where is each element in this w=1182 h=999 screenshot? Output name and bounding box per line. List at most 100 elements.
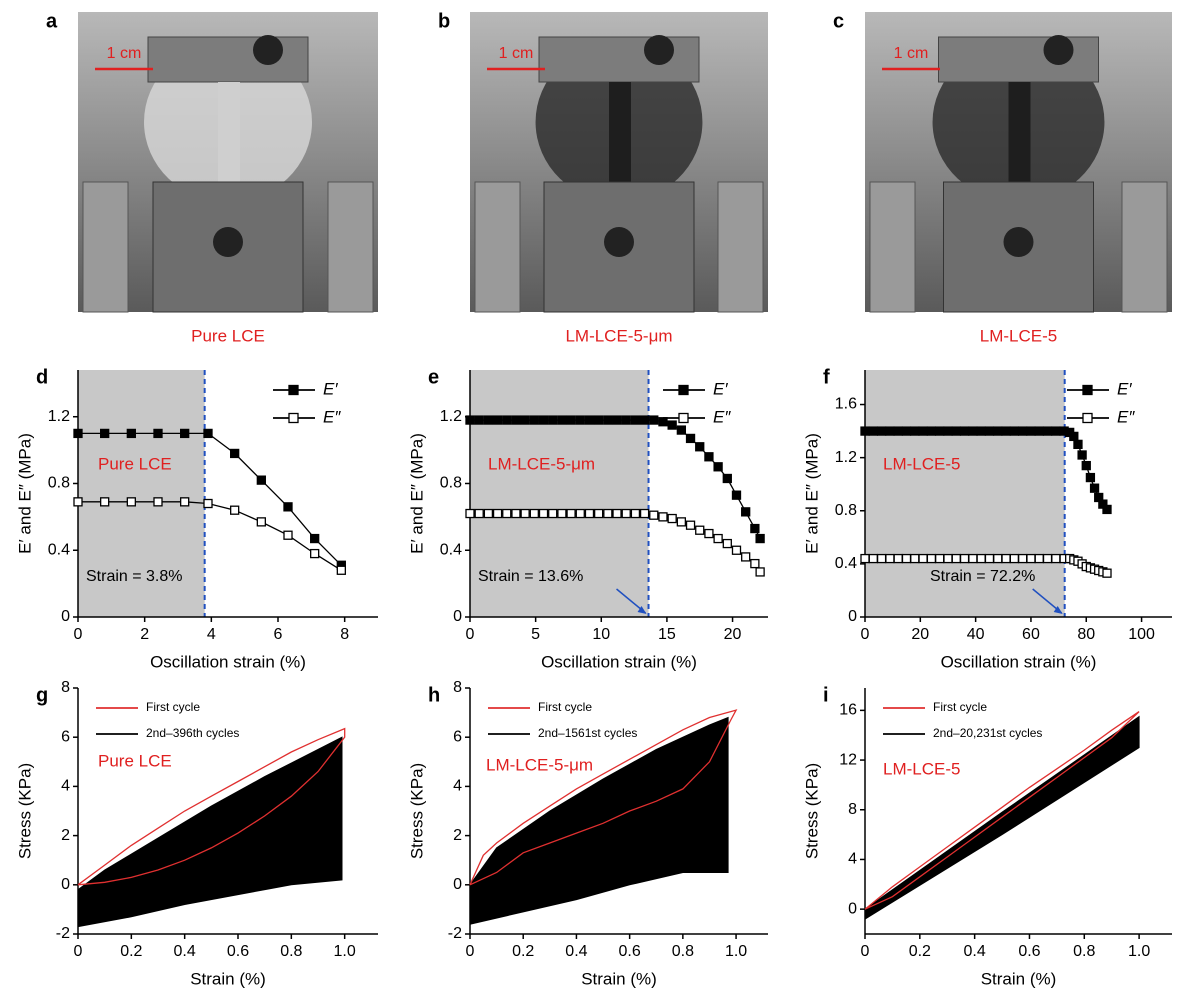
marker <box>993 426 1003 436</box>
marker <box>918 426 928 436</box>
legend-label: First cycle <box>146 700 200 714</box>
marker <box>713 533 723 544</box>
photo-detail <box>1008 82 1031 202</box>
arrow-head <box>1053 606 1063 614</box>
marker <box>658 512 668 522</box>
marker <box>100 497 110 507</box>
marker <box>722 473 732 484</box>
marker <box>465 415 475 425</box>
series-line <box>77 727 346 886</box>
marker <box>126 428 136 439</box>
photo-caption: LM-LCE-5 <box>980 326 1057 345</box>
legend-label: 2nd–1561st cycles <box>538 726 637 740</box>
marker <box>704 452 714 462</box>
photo-detail <box>1121 181 1168 313</box>
marker <box>73 428 83 439</box>
x-tick-label: 15 <box>658 626 676 643</box>
marker <box>1009 426 1020 436</box>
marker <box>676 517 687 527</box>
legend-label: 2nd–396th cycles <box>146 726 239 740</box>
marker <box>1034 426 1044 436</box>
y-tick-label: -2 <box>448 925 462 942</box>
marker <box>984 426 995 436</box>
x-tick-label: 2 <box>140 626 149 643</box>
legend-marker <box>288 384 299 396</box>
marker <box>126 497 136 507</box>
marker <box>256 517 266 527</box>
marker <box>511 415 521 425</box>
marker <box>603 508 613 519</box>
y-tick-label: 0.8 <box>835 502 857 519</box>
marker <box>741 507 751 517</box>
photo-detail <box>327 181 374 313</box>
photo-detail <box>218 82 240 202</box>
x-tick-label: 0.8 <box>280 943 302 960</box>
marker <box>502 508 512 519</box>
x-axis-label: Oscillation strain (%) <box>150 652 306 671</box>
marker <box>667 420 677 430</box>
x-tick-label: 4 <box>207 626 216 643</box>
scale-bar-label: 1 cm <box>499 45 534 62</box>
marker <box>976 553 986 564</box>
x-axis-label: Strain (%) <box>581 969 657 988</box>
x-tick-label: 10 <box>592 626 610 643</box>
x-tick-label: 0.2 <box>512 943 534 960</box>
marker <box>153 428 163 439</box>
photo-detail <box>869 181 916 313</box>
marker <box>256 475 266 485</box>
shaded-region <box>865 370 1065 617</box>
x-tick-label: 0 <box>466 626 475 643</box>
arrow-head <box>637 606 647 614</box>
marker <box>557 508 567 519</box>
y-tick-label: -2 <box>56 925 70 942</box>
marker <box>621 508 631 519</box>
y-axis-label: Stress (KPa) <box>15 763 34 859</box>
y-tick-label: 8 <box>61 679 70 696</box>
marker <box>968 553 978 564</box>
scale-bar-label: 1 cm <box>894 45 929 62</box>
marker <box>557 415 567 425</box>
legend-label: First cycle <box>933 700 987 714</box>
marker <box>893 553 903 564</box>
photo-detail <box>538 36 700 83</box>
marker <box>511 508 521 519</box>
cycle-area <box>77 736 343 928</box>
marker <box>180 497 190 507</box>
y-tick-label: 4 <box>848 851 857 868</box>
series-line <box>469 709 738 886</box>
y-tick-label: 4 <box>61 778 70 795</box>
marker <box>483 415 494 425</box>
marker <box>1102 568 1112 578</box>
marker <box>474 415 484 425</box>
x-tick-label: 0.2 <box>120 943 142 960</box>
y-tick-label: 0 <box>453 608 462 625</box>
x-tick-label: 0.6 <box>227 943 249 960</box>
panel-label: b <box>438 10 450 32</box>
marker <box>750 523 760 534</box>
strain-label: Strain = 72.2% <box>930 568 1035 585</box>
marker <box>621 415 631 425</box>
y-tick-label: 0 <box>453 876 462 893</box>
marker <box>876 553 887 564</box>
x-tick-label: 0.4 <box>565 943 587 960</box>
x-axis-label: Oscillation strain (%) <box>541 652 697 671</box>
marker <box>951 426 961 436</box>
photo-caption: LM-LCE-5-μm <box>565 326 672 345</box>
marker <box>502 415 512 425</box>
marker <box>1026 553 1036 564</box>
y-tick-label: 0 <box>61 608 70 625</box>
marker <box>203 428 213 439</box>
legend-label: E″ <box>1117 407 1135 426</box>
x-tick-label: 0.2 <box>909 943 931 960</box>
x-tick-label: 0 <box>74 943 83 960</box>
x-tick-label: 0.4 <box>174 943 196 960</box>
x-tick-label: 1.0 <box>334 943 356 960</box>
x-tick-label: 0.8 <box>1073 943 1095 960</box>
marker <box>901 426 912 436</box>
y-tick-label: 6 <box>453 728 462 745</box>
photo-detail <box>82 181 129 313</box>
marker <box>283 530 293 540</box>
legend-marker <box>1082 412 1093 424</box>
marker <box>959 426 970 436</box>
marker <box>594 415 604 425</box>
